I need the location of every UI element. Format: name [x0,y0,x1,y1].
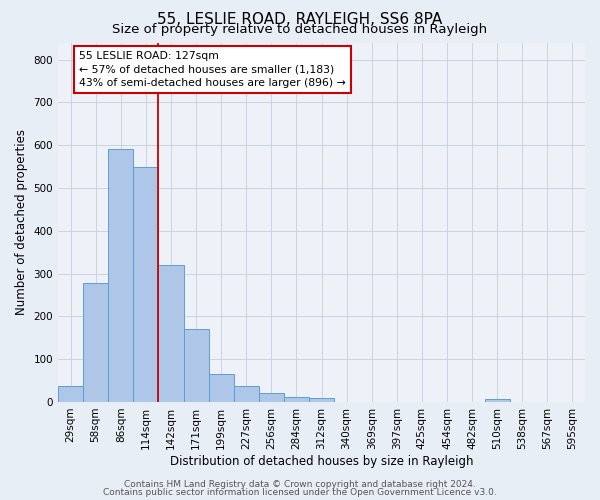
Bar [233,386,259,402]
Bar [184,329,209,402]
X-axis label: Distribution of detached houses by size in Rayleigh: Distribution of detached houses by size … [170,454,473,468]
Bar [209,374,233,402]
Bar [58,386,83,402]
Text: Size of property relative to detached houses in Rayleigh: Size of property relative to detached ho… [112,22,488,36]
Text: Contains public sector information licensed under the Open Government Licence v3: Contains public sector information licen… [103,488,497,497]
Bar [259,394,284,402]
Y-axis label: Number of detached properties: Number of detached properties [15,129,28,315]
Text: 55, LESLIE ROAD, RAYLEIGH, SS6 8PA: 55, LESLIE ROAD, RAYLEIGH, SS6 8PA [157,12,443,28]
Bar [108,148,133,402]
Bar [284,397,309,402]
Bar [158,265,184,402]
Text: Contains HM Land Registry data © Crown copyright and database right 2024.: Contains HM Land Registry data © Crown c… [124,480,476,489]
Bar [309,398,334,402]
Bar [485,398,510,402]
Bar [133,166,158,402]
Text: 55 LESLIE ROAD: 127sqm
← 57% of detached houses are smaller (1,183)
43% of semi-: 55 LESLIE ROAD: 127sqm ← 57% of detached… [79,52,346,88]
Bar [83,283,108,402]
